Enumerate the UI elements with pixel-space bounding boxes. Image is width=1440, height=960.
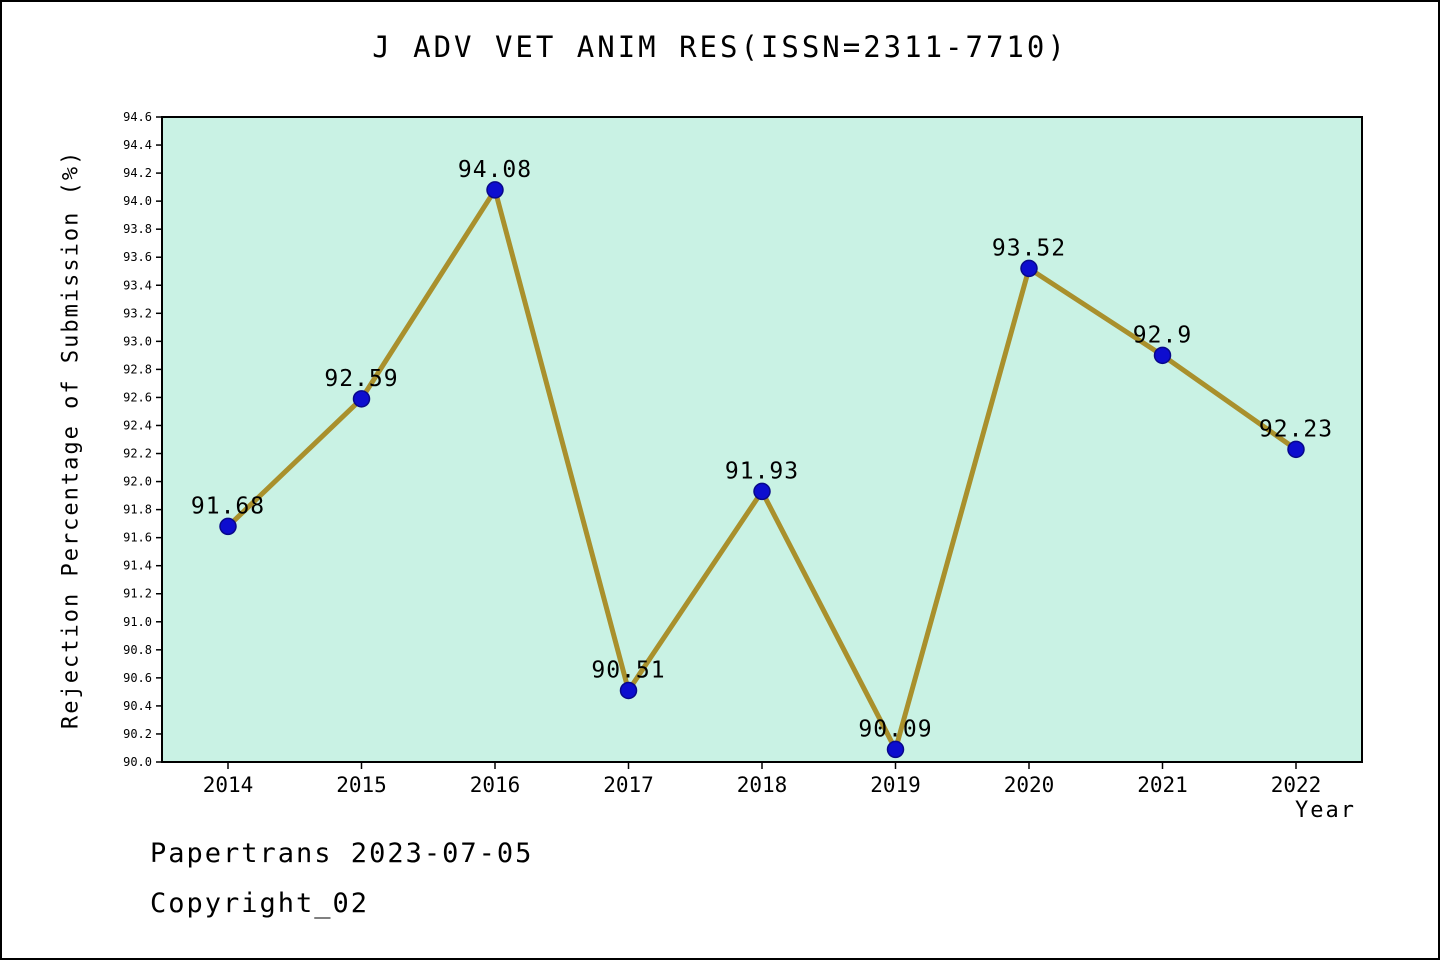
data-point-label: 90.51 [591,657,665,683]
y-tick-label: 94.0 [123,194,152,208]
data-point-marker [1287,440,1305,459]
y-tick-label: 90.8 [123,643,152,657]
y-tick-label: 92.8 [123,362,152,376]
y-tick-label: 94.6 [123,110,152,124]
footer-source-date: Papertrans 2023-07-05 [150,838,534,869]
y-tick-label: 93.8 [123,222,152,236]
data-point-marker [886,740,905,759]
y-tick-label: 92.4 [123,418,152,432]
y-tick-label: 94.2 [123,166,152,180]
y-tick-label: 93.0 [123,334,152,348]
footer-copyright: Copyright_02 [150,888,370,919]
data-point-label: 93.52 [992,235,1066,261]
data-point-marker [486,181,504,199]
x-tick-label: 2018 [737,773,788,797]
data-point-label: 92.59 [324,366,398,392]
data-point-marker [1153,346,1172,365]
data-point-marker [619,681,638,700]
y-tick-label: 90.0 [123,755,152,769]
x-axis-label: Year [1295,798,1356,823]
y-tick-label: 93.4 [123,278,152,292]
x-tick-label: 2020 [1004,773,1055,797]
x-tick-label: 2017 [603,773,654,797]
y-tick-label: 92.6 [123,390,152,404]
x-tick-label: 2019 [870,773,921,797]
chart-title: J ADV VET ANIM RES(ISSN=2311-7710) [372,30,1068,64]
data-point-label: 91.93 [725,458,799,484]
y-tick-label: 91.8 [123,503,152,517]
y-tick-label: 94.4 [123,138,152,152]
data-point-label: 90.09 [858,716,932,742]
data-point-label: 91.68 [191,493,265,519]
y-tick-label: 91.2 [123,587,152,601]
data-point-marker [1020,259,1038,278]
y-tick-label: 90.4 [123,699,152,713]
y-tick-label: 91.4 [123,559,152,573]
x-tick-label: 2015 [336,773,387,797]
data-point-label: 94.08 [458,157,532,183]
x-tick-label: 2021 [1137,773,1188,797]
y-tick-label: 93.6 [123,250,152,264]
data-point-marker [219,517,237,536]
data-point-marker [352,390,371,408]
data-point-label: 92.23 [1259,416,1333,442]
y-tick-label: 91.0 [123,615,152,629]
y-tick-label: 93.2 [123,306,152,320]
data-point-label: 92.9 [1133,322,1192,348]
data-point-marker [753,482,771,501]
y-tick-label: 91.6 [123,531,152,545]
y-tick-label: 92.2 [123,447,152,461]
y-tick-label: 90.2 [123,727,152,741]
x-tick-label: 2014 [203,773,254,797]
y-tick-label: 92.0 [123,475,152,489]
x-tick-label: 2016 [470,773,521,797]
x-tick-label: 2022 [1271,773,1322,797]
plot-area [161,116,1363,763]
y-tick-label: 90.6 [123,671,152,685]
